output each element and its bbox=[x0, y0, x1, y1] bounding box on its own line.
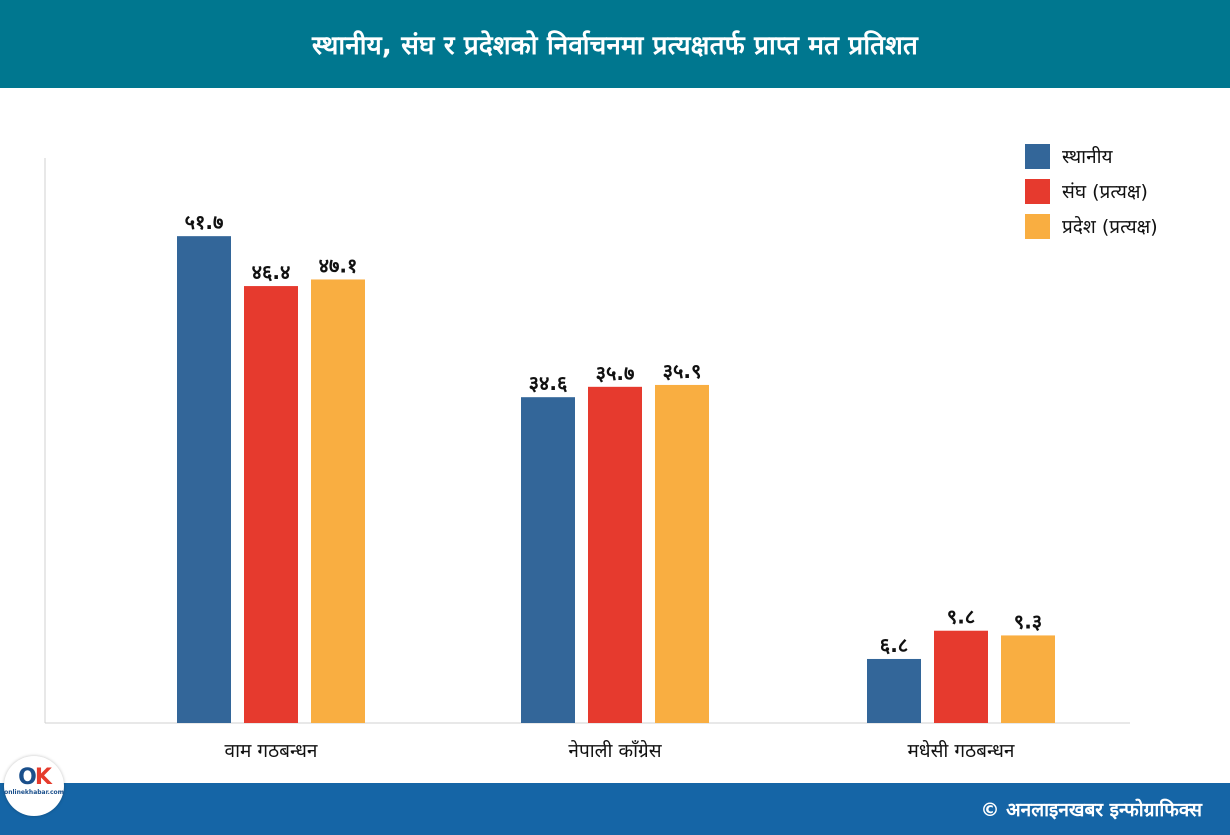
data-label-0-1: ४६.४ bbox=[252, 260, 291, 284]
bar-2-1 bbox=[934, 630, 988, 723]
data-label-1-0: ३४.६ bbox=[529, 371, 568, 395]
category-label-0: वाम गठबन्धन bbox=[225, 740, 318, 762]
data-label-1-1: ३५.७ bbox=[596, 361, 635, 385]
data-label-2-0: ६.८ bbox=[880, 633, 908, 657]
logo-mark-icon: OK bbox=[18, 765, 52, 790]
data-label-1-2: ३५.९ bbox=[663, 359, 702, 383]
legend-label-local: स्थानीय bbox=[1062, 146, 1113, 168]
legend-label-federal: संघ (प्रत्यक्ष) bbox=[1062, 181, 1148, 203]
data-label-2-1: ९.८ bbox=[947, 605, 975, 629]
category-label-2: मधेसी गठबन्धन bbox=[908, 739, 1015, 762]
bar-2-0 bbox=[867, 658, 921, 723]
bar-1-2 bbox=[655, 384, 709, 723]
legend-label-province: प्रदेश (प्रत्यक्ष) bbox=[1062, 216, 1158, 238]
onlinekhabar-logo: OK onlinekhabar.com bbox=[4, 756, 64, 816]
legend-swatch-province bbox=[1025, 213, 1050, 239]
chart-area: ५१.७ ४६.४ ४७.१ वाम गठबन्धन ३४.६ ३५.७ ३५.९ नेपाल… bbox=[0, 88, 1230, 783]
legend-swatch-local bbox=[1025, 143, 1050, 169]
bar-0-1 bbox=[244, 286, 298, 723]
legend-item-province: प्रदेश (प्रत्यक्ष) bbox=[1025, 210, 1158, 242]
data-label-0-0: ५१.७ bbox=[185, 210, 224, 234]
data-label-2-2: ९.३ bbox=[1014, 609, 1042, 633]
legend: स्थानीय संघ (प्रत्यक्ष) प्रदेश (प्रत्यक्… bbox=[1025, 140, 1158, 245]
chart-title: स्थानीय, संघ र प्रदेशको निर्वाचनमा प्रत्… bbox=[311, 31, 919, 61]
legend-item-local: स्थानीय bbox=[1025, 140, 1158, 172]
legend-item-federal: संघ (प्रत्यक्ष) bbox=[1025, 175, 1158, 207]
bar-2-2 bbox=[1001, 635, 1055, 723]
footer-credit: © अनलाइनखबर इन्फोग्राफिक्स bbox=[980, 799, 1202, 821]
category-label-1: नेपाली काँग्रेस bbox=[568, 739, 662, 762]
legend-swatch-federal bbox=[1025, 178, 1050, 204]
header-bar: स्थानीय, संघ र प्रदेशको निर्वाचनमा प्रत्… bbox=[0, 0, 1230, 88]
bar-0-0 bbox=[177, 236, 231, 724]
bar-chart: ५१.७ ४६.४ ४७.१ वाम गठबन्धन ३४.६ ३५.७ ३५.९ नेपाल… bbox=[44, 158, 1130, 762]
bar-1-0 bbox=[521, 397, 575, 723]
bar-1-1 bbox=[588, 386, 642, 723]
logo-text: onlinekhabar.com bbox=[4, 789, 64, 796]
footer-bar: © अनलाइनखबर इन्फोग्राफिक्स bbox=[0, 783, 1230, 835]
bar-0-2 bbox=[311, 279, 365, 723]
data-label-0-2: ४७.१ bbox=[319, 253, 358, 277]
